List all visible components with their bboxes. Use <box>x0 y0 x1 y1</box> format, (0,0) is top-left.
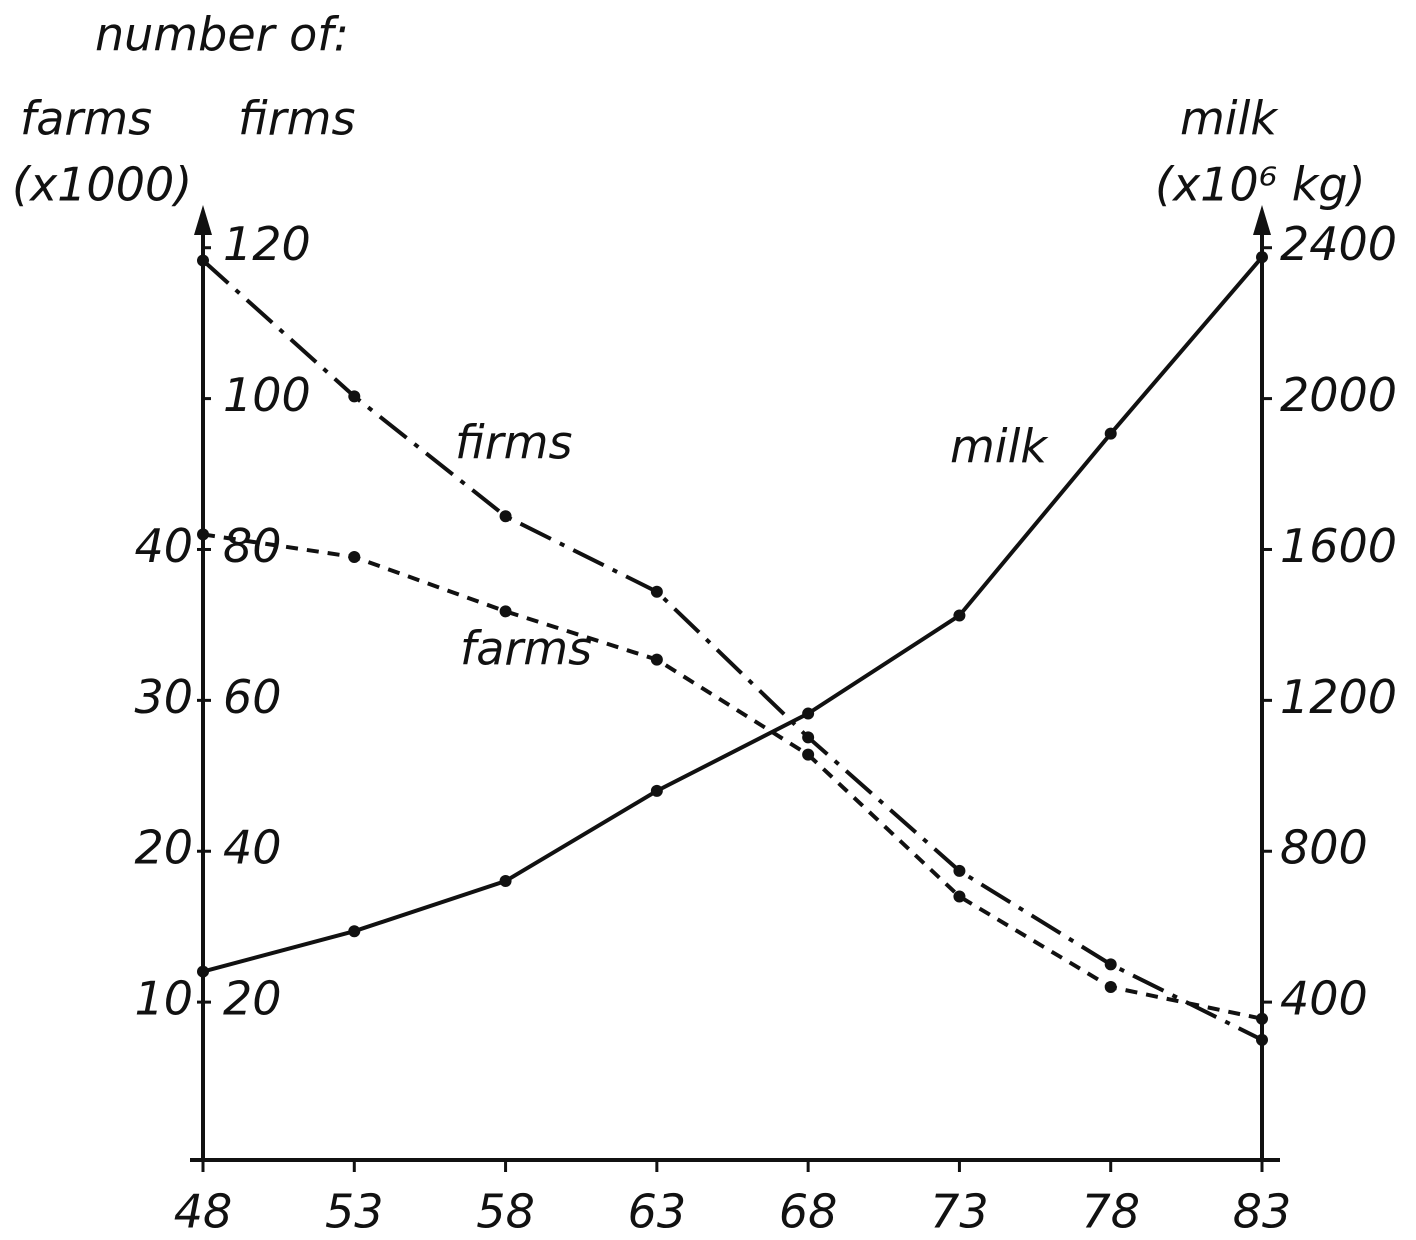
left-arrow <box>194 205 212 235</box>
y2-tick-label: 400 <box>1280 972 1368 1026</box>
x-tick-label: 78 <box>1081 1185 1140 1239</box>
series-label: farms <box>460 622 592 676</box>
x-tick-label: 73 <box>930 1185 989 1239</box>
right-arrow <box>1253 205 1271 235</box>
y2-tick-label: 800 <box>1280 821 1368 875</box>
data-point <box>348 925 361 938</box>
data-point <box>802 707 815 720</box>
data-point <box>499 875 512 888</box>
x-tick-label: 53 <box>325 1185 384 1239</box>
x-tick-label: 63 <box>628 1185 687 1239</box>
data-point <box>197 965 209 978</box>
data-point <box>1104 958 1117 971</box>
data-point <box>1104 981 1117 994</box>
series-line <box>202 532 1263 1021</box>
data-point <box>1256 251 1268 264</box>
x-tick-label: 48 <box>174 1185 233 1239</box>
y2-tick-label: 1600 <box>1280 519 1397 573</box>
y-tick-label: 10 <box>134 972 193 1026</box>
series-line <box>202 255 1264 974</box>
y-axis-label: farms <box>20 92 152 146</box>
data-point <box>650 585 663 598</box>
data-point <box>953 890 966 903</box>
data-point <box>499 605 512 618</box>
data-point <box>197 254 209 267</box>
x-tick-label: 83 <box>1233 1185 1292 1239</box>
data-point <box>1256 1012 1268 1025</box>
axis-heading: number of: <box>95 8 349 62</box>
y-tick-label: 30 <box>134 670 193 724</box>
data-point <box>650 653 663 666</box>
y2-axis-unit: (x10⁶ kg) <box>1155 158 1366 212</box>
data-point <box>1104 427 1117 440</box>
data-point <box>953 609 966 622</box>
series-label: milk <box>950 420 1049 474</box>
y3-tick-label: 100 <box>223 368 311 422</box>
data-point <box>650 784 663 797</box>
y-tick-label: 40 <box>134 519 193 573</box>
y2-axis-label: milk <box>1180 92 1279 146</box>
data-point <box>499 510 512 523</box>
y2-tick-label: 2000 <box>1280 368 1397 422</box>
data-point <box>1256 1033 1268 1046</box>
data-point <box>197 528 209 541</box>
data-point <box>802 748 815 761</box>
y3-tick-label: 20 <box>223 972 282 1026</box>
y-tick-label: 20 <box>134 821 193 875</box>
y3-tick-label: 60 <box>223 670 282 724</box>
data-point <box>348 551 361 564</box>
y2-tick-label: 1200 <box>1280 670 1397 724</box>
data-point <box>802 731 815 744</box>
y-axis-unit: (x1000) <box>12 158 192 212</box>
x-tick-label: 68 <box>779 1185 838 1239</box>
y2-tick-label: 2400 <box>1280 217 1397 271</box>
series-line <box>201 259 1263 1042</box>
y3-tick-label: 120 <box>223 217 311 271</box>
data-point <box>953 864 966 877</box>
series-label: firms <box>455 416 572 470</box>
data-point <box>348 390 361 403</box>
y3-tick-label: 40 <box>223 821 282 875</box>
x-tick-label: 58 <box>476 1185 535 1239</box>
y3-axis-label: firms <box>238 92 355 146</box>
